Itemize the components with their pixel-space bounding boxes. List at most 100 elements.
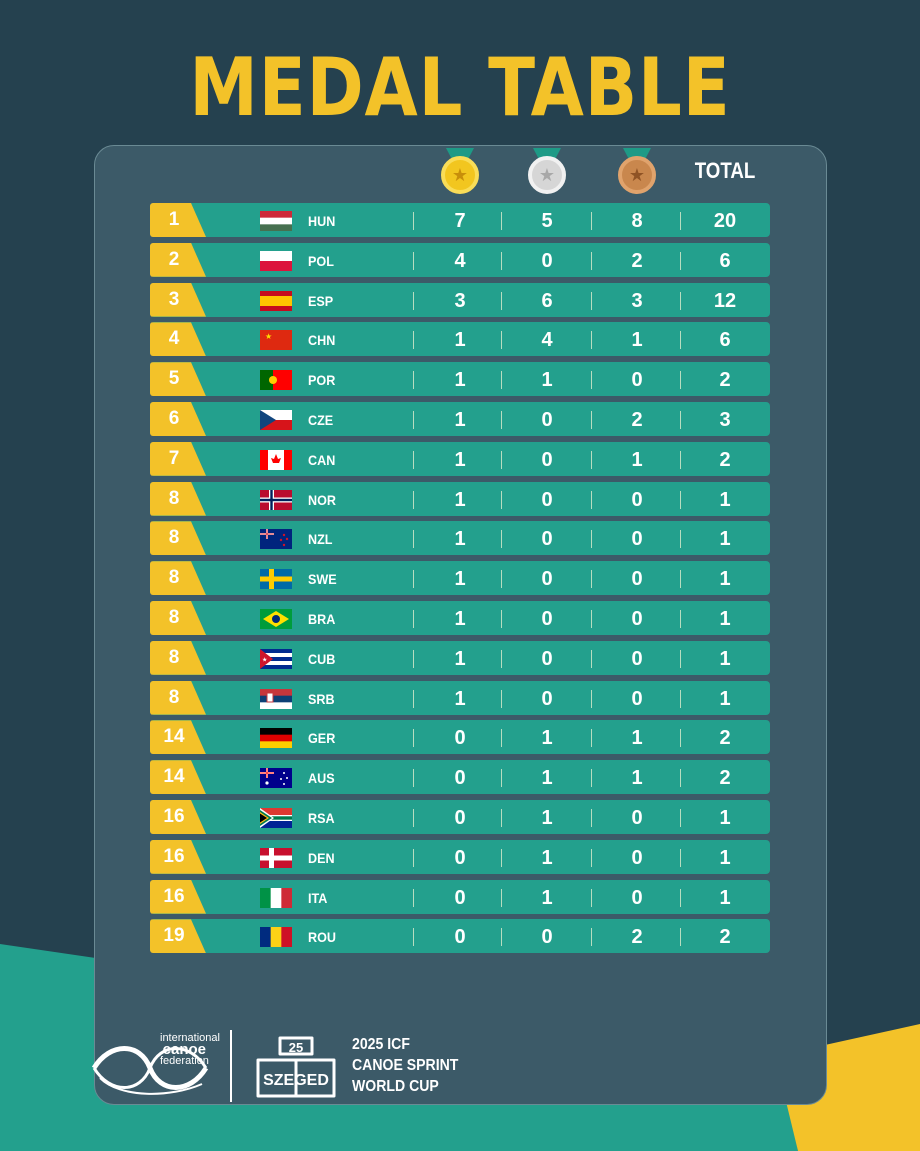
gold-count: 0 (454, 846, 466, 869)
country-code: HUN (308, 213, 336, 229)
gold-count: 1 (454, 409, 466, 431)
column-separator (680, 610, 681, 628)
column-separator (501, 490, 502, 509)
total-count: 6 (719, 249, 731, 272)
total-count: 20 (713, 210, 737, 232)
rank-number: 8 (168, 487, 180, 509)
column-separator (501, 689, 502, 708)
total-count: 2 (719, 926, 731, 949)
country-code: POL (308, 252, 334, 269)
column-separator (680, 689, 681, 708)
rank-number: 8 (168, 646, 180, 668)
column-separator (413, 848, 414, 867)
column-separator (680, 371, 681, 390)
column-separator (680, 530, 681, 549)
column-separator (501, 649, 502, 668)
column-separator (680, 888, 681, 907)
column-separator (591, 769, 592, 788)
column-separator (680, 490, 681, 509)
row-background (150, 720, 770, 755)
column-separator (501, 530, 502, 549)
column-separator (501, 769, 502, 788)
column-separator (591, 928, 592, 947)
column-separator (591, 848, 592, 867)
bronze-medal-header: ★ (607, 148, 667, 196)
row-background (150, 919, 770, 954)
event-line3: WORLD CUP (352, 1078, 439, 1095)
total-count: 1 (719, 807, 731, 829)
column-separator (680, 411, 681, 429)
gold-count: 0 (454, 767, 466, 790)
bronze-count: 0 (631, 807, 643, 829)
country-flag-icon (260, 211, 292, 231)
total-count: 6 (719, 329, 731, 352)
gold-count: 3 (454, 289, 466, 312)
bronze-medal-icon: ★ (617, 148, 657, 196)
rank-number: 14 (163, 726, 185, 748)
column-separator (591, 649, 592, 668)
gold-medal-header: ★ (430, 148, 490, 196)
rank-number: 8 (168, 527, 180, 549)
column-separator (501, 331, 502, 350)
column-separator (413, 490, 414, 509)
row-background (150, 561, 770, 596)
gold-count: 4 (454, 249, 466, 272)
total-count: 1 (719, 846, 731, 869)
event-line1: 2025 ICF (352, 1036, 410, 1053)
column-separator (680, 291, 681, 310)
country-flag-icon (260, 290, 292, 311)
column-separator (413, 331, 414, 350)
total-count: 2 (719, 767, 731, 790)
silver-count: 0 (541, 568, 553, 591)
country-flag-icon (260, 489, 292, 510)
bronze-count: 2 (631, 926, 643, 949)
rank-number: 1 (168, 209, 180, 230)
country-flag-icon (260, 250, 292, 271)
table-row: 8 ★ CUB 1 0 0 1 (150, 640, 770, 675)
country-flag-icon (260, 927, 292, 948)
silver-count: 0 (541, 409, 553, 431)
total-count: 3 (719, 409, 731, 431)
column-separator (680, 570, 681, 589)
gold-count: 0 (454, 886, 466, 909)
column-separator (413, 530, 414, 549)
table-row: 4 ★ CHN 1 4 1 6 (150, 322, 770, 357)
rank-number: 16 (163, 806, 185, 827)
country-flag-icon (260, 609, 292, 629)
gold-count: 1 (454, 448, 466, 471)
bronze-count: 1 (631, 329, 643, 352)
icf-line3: federation (160, 1055, 209, 1067)
column-separator (413, 371, 414, 390)
column-separator (591, 450, 592, 469)
silver-count: 5 (541, 210, 553, 232)
country-code: CZE (308, 412, 334, 428)
country-code: POR (308, 372, 336, 389)
gold-count: 7 (454, 210, 466, 232)
country-flag-icon (260, 808, 292, 828)
table-row: 14 GER 0 1 1 2 (150, 720, 770, 755)
bronze-count: 2 (631, 409, 643, 431)
icf-wave-logo-icon (91, 1046, 209, 1095)
bronze-count: 0 (631, 687, 643, 710)
silver-count: 0 (541, 687, 553, 710)
column-separator (680, 212, 681, 230)
silver-count: 1 (541, 369, 553, 392)
row-background (150, 760, 770, 795)
column-separator (501, 450, 502, 469)
bronze-count: 0 (631, 528, 643, 551)
total-count: 2 (719, 727, 731, 750)
row-background (150, 282, 770, 317)
row-background (150, 839, 770, 874)
rank-number: 2 (168, 248, 180, 270)
table-row: 5 POR 1 1 0 2 (150, 362, 770, 397)
column-separator (680, 769, 681, 788)
column-separator (680, 729, 681, 748)
bronze-count: 0 (631, 647, 643, 670)
silver-count: 6 (541, 289, 553, 312)
column-separator (680, 450, 681, 469)
column-separator (413, 570, 414, 589)
country-flag-icon (260, 728, 292, 749)
country-code: ROU (308, 929, 337, 946)
row-background (150, 242, 770, 277)
column-separator (591, 291, 592, 310)
